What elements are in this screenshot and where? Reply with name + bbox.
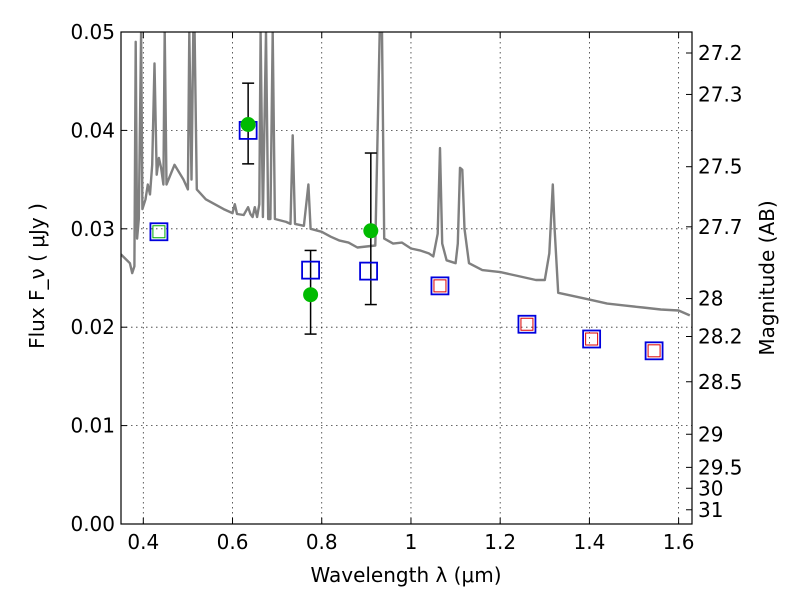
y2-tick-label: 27.5 — [698, 155, 743, 179]
model-square — [359, 261, 378, 281]
x-tick-label: 1.6 — [663, 530, 695, 554]
x-tick-label: 1.2 — [484, 530, 516, 554]
spectrum-line — [121, 32, 691, 317]
x-tick-label: 0.8 — [306, 530, 338, 554]
marker-layer — [149, 82, 664, 361]
y2-tick-label: 28.2 — [698, 324, 743, 348]
x-tick-label: 0.4 — [127, 530, 159, 554]
y2-tick-label: 28 — [698, 287, 723, 311]
y-tick-label: 0.03 — [70, 217, 115, 241]
observed-point — [240, 116, 256, 132]
x-tick-label: 1 — [405, 530, 418, 554]
y-tick-label: 0.04 — [70, 118, 115, 142]
y2-tick-label: 29.5 — [698, 455, 743, 479]
x-axis-title: Wavelength λ (μm) — [310, 563, 501, 587]
model-square — [149, 222, 169, 242]
y-axis-title: Flux F_ν ( μJy ) — [25, 203, 49, 349]
model-square — [430, 276, 450, 296]
y2-tick-label: 27.2 — [698, 41, 743, 65]
observed-point — [303, 287, 319, 303]
y-tick-label: 0.05 — [70, 20, 115, 44]
model-square — [582, 329, 602, 349]
y-tick-label: 0.02 — [70, 315, 115, 339]
tick-layer: 0.4 0.6 0.8 1 1.2 1.4 1.6 0.00 0.01 0.02 0.03 0.04 0… — [70, 20, 742, 554]
plot-frame — [120, 31, 693, 525]
y2-tick-label: 29 — [698, 422, 723, 446]
model-square — [301, 260, 320, 280]
model-inner-square — [647, 344, 661, 358]
grid-layer — [121, 31, 692, 525]
model-inner-square — [520, 317, 534, 331]
y-tick-label: 0.01 — [70, 414, 115, 438]
x-tick-label: 1.4 — [573, 530, 605, 554]
model-square — [644, 341, 664, 361]
x-tick-label: 0.6 — [217, 530, 249, 554]
observed-point — [363, 223, 379, 239]
y2-tick-label: 27.3 — [698, 82, 743, 106]
y-tick-label: 0.00 — [70, 512, 115, 536]
y2-tick-label: 31 — [698, 498, 723, 522]
y2-axis-title: Magnitude (AB) — [755, 200, 779, 355]
spectrum-layer — [121, 32, 691, 317]
model-inner-square — [433, 279, 447, 293]
y2-tick-label: 27.7 — [698, 215, 743, 239]
y2-tick-label: 30 — [698, 476, 723, 500]
y2-tick-label: 28.5 — [698, 370, 743, 394]
model-square — [517, 314, 537, 334]
model-inner-square — [152, 225, 166, 239]
model-inner-square — [585, 332, 599, 346]
